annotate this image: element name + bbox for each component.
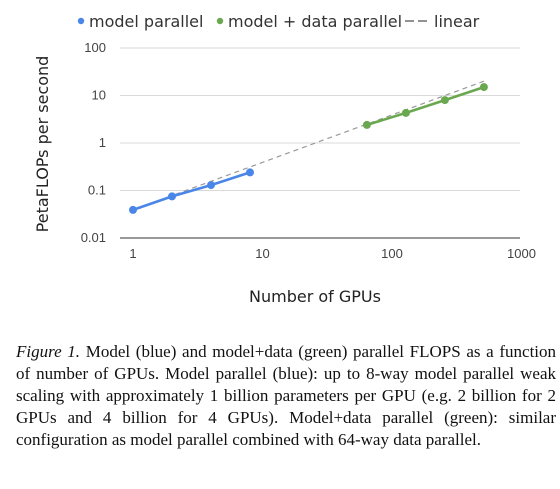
x-tick-labels: 1 10 100 1000 — [129, 246, 536, 261]
legend-label-model-parallel: model parallel — [89, 12, 203, 31]
x-tick-label: 10 — [255, 246, 269, 261]
legend-dot-model-parallel — [78, 18, 84, 24]
series-line-model-data-parallel — [367, 87, 484, 125]
data-point-model-parallel — [168, 192, 176, 200]
data-point-model-parallel — [207, 181, 215, 189]
y-tick-label: 1 — [99, 135, 106, 150]
y-gridlines — [120, 48, 520, 238]
y-tick-label: 0.1 — [88, 183, 106, 198]
y-tick-labels: 0.01 0.1 1 10 100 — [81, 40, 106, 245]
x-tick-label: 1000 — [507, 246, 536, 261]
legend-dot-model-data-parallel — [217, 18, 223, 24]
data-point-model-parallel — [246, 168, 254, 176]
data-point-model-parallel — [129, 206, 137, 214]
data-point-model-data-parallel — [480, 83, 488, 91]
legend-item-model-data-parallel: model + data parallel — [217, 12, 402, 31]
legend-label-model-data-parallel: model + data parallel — [228, 12, 402, 31]
series-layer — [129, 81, 488, 214]
data-point-model-data-parallel — [402, 109, 410, 117]
series-line-model-parallel — [133, 172, 250, 210]
caption-text: Model (blue) and model+data (green) para… — [16, 342, 556, 449]
y-tick-label: 100 — [84, 40, 106, 55]
legend-item-linear: linear — [405, 12, 480, 31]
y-tick-label: 10 — [92, 88, 106, 103]
y-axis-title: PetaFLOPs per second — [33, 56, 52, 233]
figure-label: Figure 1. — [16, 342, 80, 361]
y-tick-label: 0.01 — [81, 230, 106, 245]
scaling-chart: model parallel model + data parallel lin… — [0, 0, 560, 330]
chart-legend: model parallel model + data parallel lin… — [78, 12, 480, 31]
data-point-model-data-parallel — [363, 121, 371, 129]
x-tick-label: 100 — [381, 246, 403, 261]
data-point-model-data-parallel — [441, 96, 449, 104]
legend-item-model-parallel: model parallel — [78, 12, 204, 31]
figure-caption: Figure 1. Model (blue) and model+data (g… — [16, 341, 556, 451]
legend-label-linear: linear — [434, 12, 480, 31]
x-tick-label: 1 — [129, 246, 136, 261]
x-axis-title: Number of GPUs — [249, 287, 381, 306]
